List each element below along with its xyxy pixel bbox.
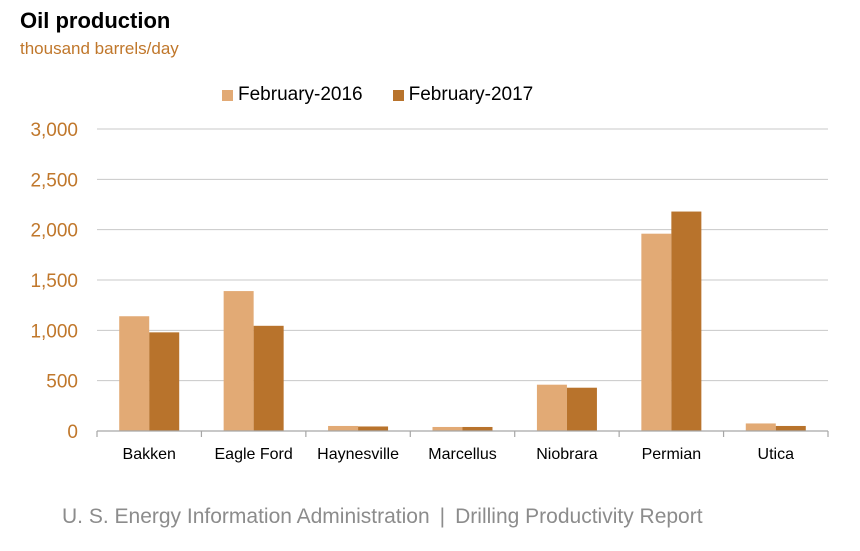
legend-item-2016: February-2016 [222,84,363,106]
bar-2017-utica [775,425,806,431]
bars [119,211,806,431]
bar-2016-utica [745,423,776,431]
x-axis [96,430,829,437]
x-tick-label: Bakken [123,446,176,463]
y-axis-ticks: 0 500 1,000 1,500 2,000 2,500 3,000 [30,120,78,443]
y-tick-label: 3,000 [30,120,78,141]
bar-2016-marcellus [432,426,463,431]
footer-agency: U. S. Energy Information Administration [62,505,430,528]
bar-2017-niobrara [566,387,597,431]
bar-2017-permian [671,211,702,431]
x-axis-ticks: Bakken Eagle Ford Haynesville Marcellus Niob… [123,446,795,463]
x-tick-label: Haynesville [317,446,399,463]
legend: February-2016 February-2017 [222,84,563,106]
footer-report: Drilling Productivity Report [455,505,703,528]
bar-2017-bakken [149,332,180,431]
legend-label-2017: February-2017 [408,84,534,105]
bar-2016-permian [641,233,672,431]
bar-2017-eagle-ford [253,325,284,431]
footer-separator: | [439,505,446,528]
y-tick-label: 0 [67,422,78,443]
footer: U. S. Energy Information Administration |… [62,505,703,529]
chart-title: Oil production [20,8,171,33]
x-tick-label: Marcellus [428,446,496,463]
y-tick-label: 2,500 [30,170,78,191]
y-tick-label: 1,000 [30,321,78,342]
legend-item-2017: February-2017 [392,84,534,106]
y-tick-label: 500 [46,372,78,393]
legend-label-2016: February-2016 [238,84,363,105]
legend-swatch-2016 [222,89,233,101]
bar-2017-marcellus [462,426,493,431]
legend-swatch-2017 [392,89,404,101]
bar-2016-bakken [119,316,150,431]
y-tick-label: 2,000 [30,221,78,242]
x-tick-label: Niobrara [536,446,597,463]
gridlines [97,128,828,382]
bar-2017-haynesville [358,426,389,431]
bar-2016-niobrara [536,384,567,431]
chart-subtitle: thousand barrels/day [20,39,179,58]
x-tick-label: Permian [642,446,702,463]
bar-2016-haynesville [328,425,359,431]
y-tick-label: 1,500 [30,271,78,292]
bar-2016-eagle-ford [223,291,254,431]
x-tick-label: Eagle Ford [215,446,293,463]
x-tick-label: Utica [758,446,795,463]
